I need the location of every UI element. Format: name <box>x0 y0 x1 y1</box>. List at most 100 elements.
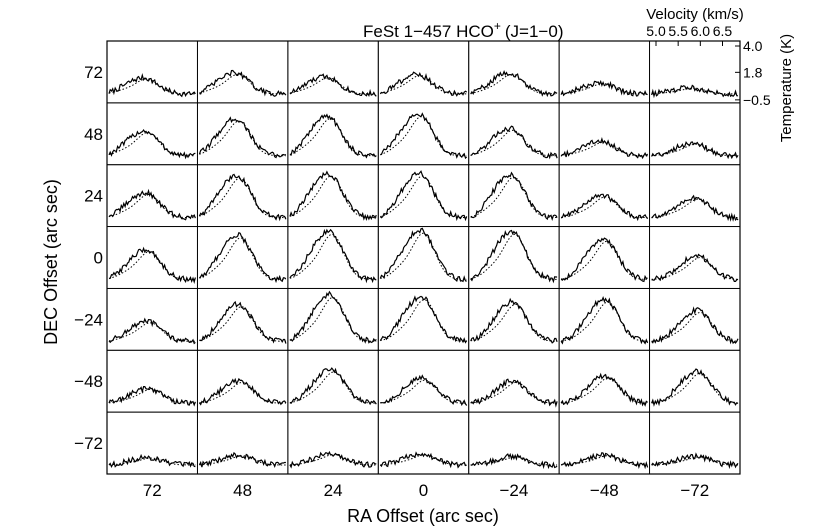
panel-border <box>468 287 560 351</box>
dec-tick-label: 48 <box>84 125 103 144</box>
observed-spectrum-line <box>198 173 287 222</box>
panel-border <box>649 164 741 228</box>
temperature-tick-label: 1.8 <box>743 64 763 80</box>
grid-frame <box>106 40 741 475</box>
spectrum-panel <box>468 287 560 351</box>
panel-border <box>377 164 470 228</box>
temperature-tick-label: 4.0 <box>743 38 763 54</box>
panel-border <box>558 287 651 351</box>
observed-spectrum-line <box>289 228 377 284</box>
ra-tick-labels: 72 48 24 0 −24 −48 −72 <box>143 481 709 500</box>
spectrum-panel <box>287 164 379 228</box>
model-spectrum-line <box>470 176 558 219</box>
observed-spectrum-line <box>651 253 739 282</box>
observed-spectrum-line <box>108 386 196 407</box>
title-suffix: (J=1−0) <box>505 22 564 41</box>
spectrum-panel <box>649 102 741 166</box>
y-axis-label: DEC Offset (arc sec) <box>41 179 61 345</box>
ra-tick-label: −72 <box>680 481 709 500</box>
spectrum-panel <box>377 411 470 475</box>
model-spectrum-line <box>199 177 286 219</box>
model-spectrum-line <box>199 455 286 466</box>
spectrum-panel <box>196 164 289 228</box>
observed-spectrum-line <box>380 112 468 160</box>
model-spectrum-line <box>199 237 286 280</box>
spectrum-panel <box>649 40 741 104</box>
observed-spectrum-line <box>198 451 286 468</box>
velocity-tick-label: 5.5 <box>668 23 688 39</box>
observed-spectrum-line <box>560 237 648 283</box>
observed-spectrum-line <box>651 194 739 222</box>
ra-tick-label: 72 <box>143 481 162 500</box>
model-spectrum-line <box>380 175 467 219</box>
panel-axis-ticks: 5.0 5.5 6.0 6.5 4.0 1.8 −0.5 <box>646 23 771 108</box>
model-spectrum-line <box>289 454 377 466</box>
panel-border <box>649 349 741 413</box>
observed-spectrum-line <box>560 372 648 407</box>
observed-spectrum-line <box>560 79 648 97</box>
model-spectrum-line <box>199 73 286 95</box>
ra-tick-label: −48 <box>590 481 619 500</box>
spectrum-panel <box>287 226 379 289</box>
title-main: FeSt 1−457 HCO <box>363 22 494 41</box>
velocity-axis-label: Velocity (km/s) <box>646 6 744 23</box>
spectrum-panel <box>468 102 560 166</box>
velocity-tick-label: 6.0 <box>691 23 711 39</box>
model-spectrum-line <box>470 234 558 280</box>
observed-spectrum-line <box>289 450 377 469</box>
model-spectrum-line <box>108 251 196 280</box>
model-spectrum-line <box>108 132 196 157</box>
spectrum-panel <box>106 102 198 166</box>
observed-spectrum-line <box>379 295 468 344</box>
model-spectrum-line <box>470 73 558 95</box>
model-spectrum-line <box>561 377 648 404</box>
observed-spectrum-line <box>108 317 196 345</box>
observed-spectrum-line <box>108 72 196 98</box>
spectrum-panel <box>468 226 560 289</box>
observed-spectrum-line <box>198 116 287 159</box>
observed-spectrum-line <box>379 170 468 222</box>
model-spectrum-line <box>651 257 738 280</box>
spectrum-panel <box>377 102 470 166</box>
model-spectrum-line <box>380 299 467 342</box>
model-spectrum-line <box>470 129 558 157</box>
temperature-tick-label: −0.5 <box>743 92 771 108</box>
model-spectrum-line <box>561 240 648 280</box>
spectrum-panel <box>649 349 741 413</box>
observed-spectrum-line <box>108 128 196 160</box>
observed-spectrum-line <box>560 451 649 470</box>
spectra-grid <box>106 40 741 475</box>
dec-tick-label: 0 <box>94 249 103 268</box>
observed-spectrum-line <box>198 377 287 406</box>
spectrum-panel <box>558 349 651 413</box>
spectrum-panel <box>649 226 741 289</box>
panel-border <box>196 226 289 289</box>
model-spectrum-line <box>289 118 377 157</box>
observed-spectrum-line <box>289 367 377 406</box>
model-spectrum-line <box>289 233 377 280</box>
spectrum-panel <box>468 349 560 413</box>
spectrum-panel <box>468 40 560 104</box>
observed-spectrum-line <box>198 231 287 284</box>
panel-border <box>649 411 741 475</box>
observed-spectrum-line <box>289 290 377 344</box>
model-spectrum-line <box>380 232 467 280</box>
spectrum-panel <box>106 287 198 351</box>
dec-tick-label: 24 <box>84 187 103 206</box>
model-spectrum-line <box>651 87 738 95</box>
observed-spectrum-line <box>199 300 287 344</box>
ra-tick-label: 24 <box>324 481 343 500</box>
observed-spectrum-line <box>560 193 649 222</box>
model-spectrum-line <box>289 371 377 404</box>
spectrum-panel <box>106 164 198 228</box>
observed-spectrum-line <box>108 188 196 221</box>
velocity-tick-label: 6.5 <box>713 23 733 39</box>
model-spectrum-line <box>561 196 648 219</box>
observed-spectrum-line <box>108 453 196 468</box>
spectrum-panel <box>558 40 651 104</box>
spectrum-panel <box>196 226 289 289</box>
spectrum-panel <box>377 40 470 104</box>
model-spectrum-line <box>380 74 467 95</box>
model-spectrum-line <box>561 455 648 466</box>
observed-spectrum-line <box>651 368 739 407</box>
